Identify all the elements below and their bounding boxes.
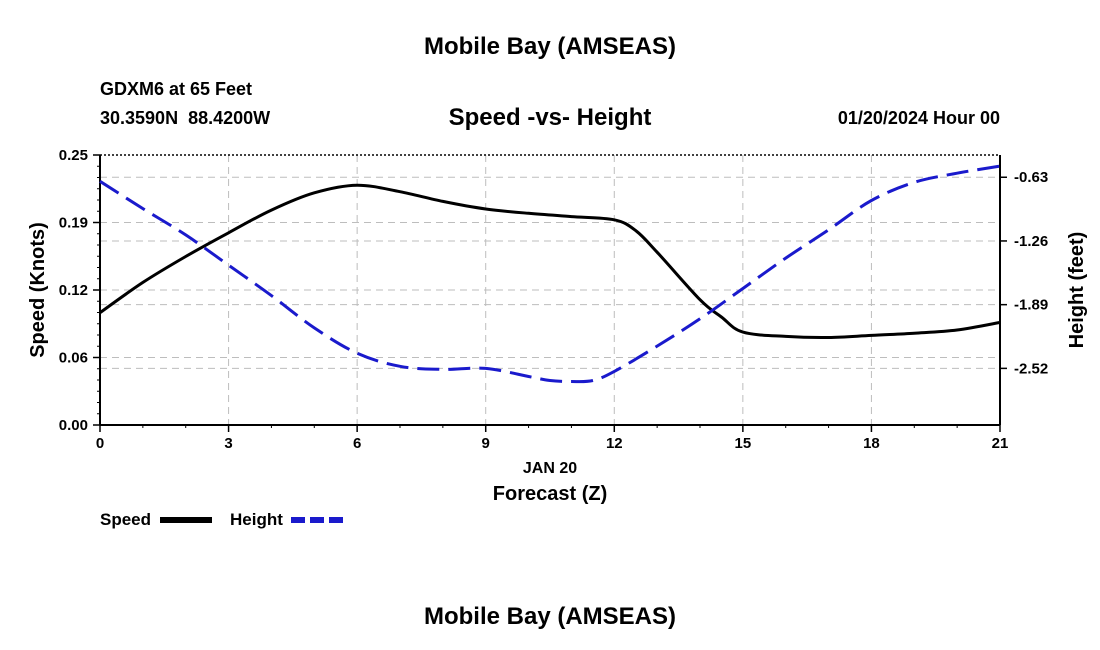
data-series [99, 164, 1001, 384]
x-tick-label: 3 [224, 435, 232, 452]
grid-lines [100, 155, 1000, 425]
height-series-line [99, 164, 1001, 384]
legend-speed-label: Speed [100, 510, 151, 529]
x-tick-label: 9 [482, 435, 490, 452]
chart-subtitle: Speed -vs- Height [449, 104, 652, 131]
y-left-tick-label: 0.12 [59, 282, 88, 299]
x-date-label: JAN 20 [523, 460, 577, 477]
y-axis-right-label: Height (feet) [1066, 232, 1088, 349]
y-right-tick-label: -2.52 [1014, 360, 1048, 377]
footer-title: Mobile Bay (AMSEAS) [424, 603, 676, 630]
y-right-tick-label: -1.26 [1014, 233, 1048, 250]
x-tick-label: 12 [606, 435, 623, 452]
speed-series-line [99, 183, 1001, 340]
axis-ticks: 0 3 6 9 12 15 18 21 0.00 0.06 0.12 0.19 0.25 -0.63 -1.… [59, 147, 1048, 452]
coordinates-label: 30.3590N 88.4200W [100, 108, 270, 128]
x-tick-label: 6 [353, 435, 361, 452]
y-left-tick-label: 0.19 [59, 215, 88, 232]
x-axis-label: Forecast (Z) [493, 483, 607, 505]
station-label: GDXM6 at 65 Feet [100, 79, 252, 99]
x-tick-label: 0 [96, 435, 104, 452]
y-axis-left-label: Speed (Knots) [27, 222, 49, 358]
x-tick-label: 18 [863, 435, 880, 452]
y-left-tick-label: 0.06 [59, 350, 88, 367]
y-left-tick-label: 0.00 [59, 417, 88, 434]
chart-title: Mobile Bay (AMSEAS) [424, 33, 676, 60]
x-tick-label: 15 [735, 435, 752, 452]
x-tick-label: 21 [992, 435, 1009, 452]
y-right-tick-label: -0.63 [1014, 169, 1048, 186]
legend: Speed Height [100, 510, 343, 529]
forecast-date-label: 01/20/2024 Hour 00 [838, 108, 1000, 128]
y-left-tick-label: 0.25 [59, 147, 88, 164]
y-right-tick-label: -1.89 [1014, 297, 1048, 314]
legend-height-label: Height [230, 510, 283, 529]
